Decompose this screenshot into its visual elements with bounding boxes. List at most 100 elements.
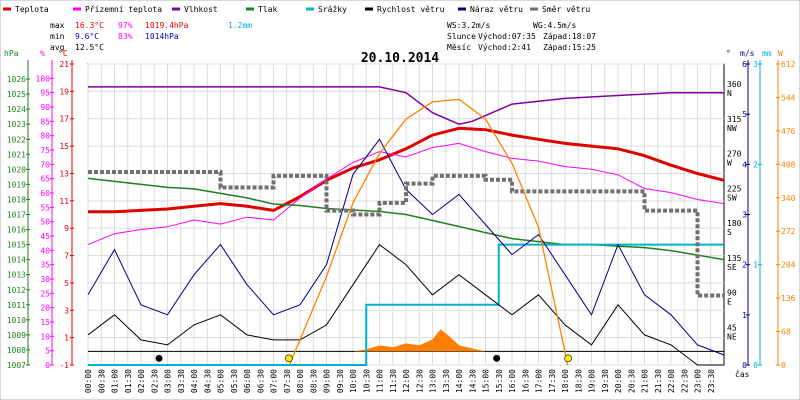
x-tick-label: 20:30 xyxy=(627,369,636,393)
series-solar xyxy=(288,98,569,366)
x-tick-label: 08:00 xyxy=(296,369,305,393)
temperature-axis-tick-label: 19 xyxy=(59,87,69,96)
x-tick-label: 00:00 xyxy=(84,369,93,393)
rain-axis-tick-label: 2 xyxy=(753,160,758,169)
pressure-axis-tick-label: 1026 xyxy=(7,75,26,84)
series-teplota xyxy=(88,126,725,214)
wind-gust-stat: WG:4.5m/s xyxy=(533,21,577,30)
humidity-axis-tick-label: 45 xyxy=(40,232,50,241)
stat-max-hum: 97% xyxy=(118,21,133,30)
x-tick-label: 23:00 xyxy=(694,369,703,393)
wind-direction-value: 180 xyxy=(727,219,742,228)
moonset-marker xyxy=(493,354,501,362)
x-tick-label: 07:30 xyxy=(283,369,292,393)
sunrise-marker xyxy=(285,354,293,363)
wind-direction-label: NE xyxy=(727,332,737,341)
humidity-axis-tick-label: 20 xyxy=(40,304,50,313)
pressure-axis-tick-label: 1025 xyxy=(7,90,26,99)
sun-label: Slunce xyxy=(447,32,476,41)
x-tick-label: 05:00 xyxy=(217,369,226,393)
x-tick-label: 09:00 xyxy=(323,369,332,393)
x-tick-label: 23:30 xyxy=(707,369,716,393)
wind-speed-axis-tick-label: 6 xyxy=(742,60,747,69)
stat-min-label: min xyxy=(50,32,65,41)
wind-direction-value: 360 xyxy=(727,80,742,89)
legend-item-label: Náraz větru xyxy=(470,5,523,14)
x-tick-label: 03:30 xyxy=(177,369,186,393)
rain-axis-tick-label: 0 xyxy=(753,361,758,370)
x-tick-label: 18:30 xyxy=(574,369,583,393)
x-tick-label: 22:00 xyxy=(667,369,676,393)
temperature-axis-tick-label: 21 xyxy=(59,60,69,69)
humidity-axis-tick-label: 65 xyxy=(40,175,50,184)
stat-avg-temp: 12.5°C xyxy=(75,43,104,52)
pressure-axis-tick-label: 1009 xyxy=(7,331,26,340)
temperature-axis-tick-label: 7 xyxy=(64,252,69,261)
legend-item-label: Srážky xyxy=(318,5,347,14)
rain-unit: mm xyxy=(762,49,772,58)
humidity-axis-tick-label: 70 xyxy=(40,160,50,169)
pressure-axis-tick-label: 1020 xyxy=(7,165,26,174)
pressure-axis-tick-label: 1023 xyxy=(7,120,26,129)
pressure-axis-tick-label: 1017 xyxy=(7,211,26,220)
x-tick-label: 06:30 xyxy=(256,369,265,393)
x-tick-label: 15:30 xyxy=(495,369,504,393)
wind-direction-value: 90 xyxy=(727,289,737,298)
humidity-axis-tick-label: 15 xyxy=(40,318,50,327)
legend: Teplota Přízemní teplota Vlhkost Tlak Srážky… xyxy=(3,5,590,14)
wind-speed-axis-tick-label: 2 xyxy=(742,261,747,270)
legend-item-label: Vlhkost xyxy=(184,5,218,14)
x-tick-label: 03:00 xyxy=(164,369,173,393)
humidity-axis-tick-label: 0 xyxy=(45,361,50,370)
x-tick-label: 13:30 xyxy=(442,369,451,393)
humidity-axis-tick-label: 55 xyxy=(40,203,50,212)
wind-speed-stat: WS:3.2m/s xyxy=(447,21,491,30)
pressure-axis-tick-label: 1008 xyxy=(7,346,26,355)
stat-min-hum: 83% xyxy=(118,32,133,41)
stat-max-label: max xyxy=(50,21,65,30)
chart-title: 20.10.2014 xyxy=(361,51,439,66)
x-tick-label: 05:30 xyxy=(230,369,239,393)
temperature-axis-tick-label: 11 xyxy=(59,197,69,206)
x-tick-label: 11:00 xyxy=(376,369,385,393)
humidity-axis-tick-label: 10 xyxy=(40,332,50,341)
humidity-axis-tick-label: 100 xyxy=(36,74,51,83)
rain-intensity-area xyxy=(353,329,486,352)
x-tick-label: 07:00 xyxy=(270,369,279,393)
solar-axis-tick-label: 204 xyxy=(781,261,796,270)
rain-axis-tick-label: 3 xyxy=(753,60,758,69)
pressure-axis-tick-label: 1007 xyxy=(7,361,26,370)
wind-direction-label: N xyxy=(727,89,732,98)
stat-avg-label: avg xyxy=(50,43,65,52)
rain-axis-tick-label: 1 xyxy=(753,261,758,270)
stat-min-press: 1014hPa xyxy=(145,32,179,41)
moonrise-marker xyxy=(155,354,163,362)
x-tick-label: 20:00 xyxy=(614,369,623,393)
moon-set: Západ:15:25 xyxy=(543,43,596,52)
humidity-axis-tick-label: 90 xyxy=(40,103,50,112)
pressure-axis-tick-label: 1015 xyxy=(7,241,26,250)
pressure-axis-tick-label: 1010 xyxy=(7,316,26,325)
pressure-axis-tick-label: 1013 xyxy=(7,271,26,280)
humidity-axis-tick-label: 25 xyxy=(40,289,50,298)
axes: 1007100810091010101110121013101410151016… xyxy=(4,49,796,393)
x-tick-label: 02:30 xyxy=(150,369,159,393)
x-tick-label: 12:30 xyxy=(415,369,424,393)
humidity-axis-tick-label: 5 xyxy=(45,347,50,356)
x-tick-label: 11:30 xyxy=(389,369,398,393)
wind-direction-value: 135 xyxy=(727,254,742,263)
pressure-axis-tick-label: 1016 xyxy=(7,226,26,235)
pressure-axis-tick-label: 1011 xyxy=(7,301,26,310)
x-tick-label: 21:00 xyxy=(641,369,650,393)
wind-direction-label: S xyxy=(727,228,732,237)
sun-rise: Východ:07:35 xyxy=(478,32,536,41)
legend-item-label: Rychlost větru xyxy=(377,5,445,14)
stat-max-temp: 16.3°C xyxy=(75,21,104,30)
x-tick-label: 13:00 xyxy=(429,369,438,393)
x-tick-label: 12:00 xyxy=(402,369,411,393)
legend-item-label: Přízemní teplota xyxy=(85,5,162,14)
x-tick-label: 16:00 xyxy=(508,369,517,393)
solar-axis-tick-label: 612 xyxy=(781,60,796,69)
humidity-axis-tick-label: 75 xyxy=(40,146,50,155)
